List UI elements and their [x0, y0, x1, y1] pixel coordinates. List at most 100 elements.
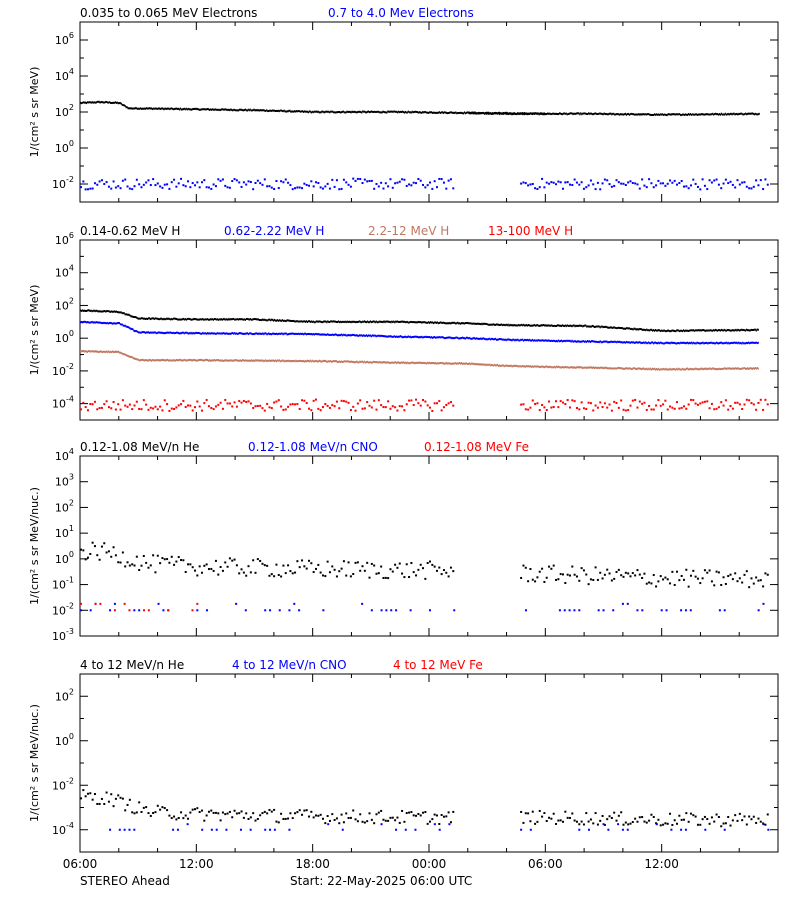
data-point	[589, 818, 592, 821]
data-point	[582, 569, 585, 572]
data-point	[176, 828, 179, 831]
data-point	[689, 812, 692, 815]
data-point	[114, 797, 117, 800]
data-point	[145, 181, 148, 184]
data-point	[156, 107, 158, 110]
data-point	[600, 112, 602, 115]
data-point	[466, 336, 469, 339]
data-point	[459, 337, 461, 340]
data-point	[351, 333, 353, 336]
data-point	[409, 335, 411, 338]
data-point	[557, 819, 560, 822]
data-point	[625, 367, 627, 370]
data-point	[316, 360, 318, 363]
data-point	[426, 404, 429, 407]
data-point	[416, 335, 418, 338]
data-point	[227, 359, 229, 362]
data-point	[525, 364, 528, 367]
data-point	[671, 823, 674, 826]
data-point	[360, 321, 362, 324]
data-point	[227, 108, 229, 111]
data-point	[249, 318, 251, 321]
data-point	[626, 341, 628, 344]
data-point	[582, 407, 585, 410]
data-point	[161, 557, 164, 560]
data-point	[682, 185, 685, 188]
data-point	[80, 350, 83, 353]
data-point	[309, 320, 311, 323]
data-point	[525, 112, 528, 115]
data-point	[276, 319, 278, 322]
data-point	[598, 112, 600, 115]
x-tick-label: 06:00	[63, 857, 98, 871]
data-point	[762, 188, 765, 191]
data-point	[291, 332, 293, 335]
data-point	[506, 364, 508, 367]
data-point	[473, 336, 475, 339]
data-point	[709, 342, 711, 345]
data-point	[191, 318, 193, 321]
data-point	[447, 179, 450, 182]
data-point	[700, 367, 702, 370]
data-point	[733, 112, 735, 115]
data-point	[263, 109, 265, 112]
data-point	[206, 318, 209, 321]
data-point	[410, 811, 413, 814]
data-point	[217, 403, 220, 406]
data-point	[252, 559, 255, 562]
data-point	[110, 555, 113, 558]
data-point	[259, 359, 261, 362]
data-point	[713, 584, 716, 587]
data-point	[640, 112, 642, 115]
data-point	[475, 112, 477, 115]
data-point	[726, 342, 728, 345]
data-point	[150, 331, 152, 334]
data-point	[86, 556, 89, 559]
data-point	[452, 321, 454, 324]
data-point	[410, 361, 412, 364]
data-point	[555, 112, 558, 115]
data-point	[221, 359, 223, 362]
data-point	[209, 359, 212, 362]
data-point	[710, 341, 712, 344]
data-point	[321, 574, 324, 577]
data-point	[308, 184, 311, 187]
data-point	[270, 810, 273, 813]
data-point	[555, 340, 557, 343]
data-point	[411, 321, 413, 324]
data-point	[538, 809, 541, 812]
data-point	[748, 586, 751, 589]
data-point	[512, 365, 514, 368]
data-point	[673, 341, 675, 344]
data-point	[685, 329, 688, 332]
data-point	[288, 109, 290, 112]
data-point	[318, 359, 320, 362]
data-point	[381, 361, 383, 364]
data-point	[352, 320, 354, 323]
data-point	[269, 828, 272, 831]
data-point	[334, 360, 337, 363]
data-point	[698, 342, 700, 345]
data-point	[107, 185, 110, 188]
data-point	[756, 113, 758, 116]
data-point	[129, 327, 131, 330]
data-point	[216, 108, 218, 111]
data-point	[529, 568, 532, 571]
data-point	[576, 340, 578, 343]
data-point	[98, 100, 100, 103]
data-point	[603, 325, 605, 328]
data-point	[574, 112, 576, 115]
data-point	[422, 110, 424, 113]
data-point	[287, 110, 289, 113]
data-point	[564, 365, 566, 368]
data-point	[650, 342, 652, 345]
data-point	[299, 333, 301, 336]
data-point	[419, 335, 421, 338]
data-point	[368, 361, 371, 364]
data-point	[261, 183, 264, 186]
data-point	[762, 602, 765, 605]
data-point	[601, 112, 603, 115]
data-point	[457, 321, 459, 324]
data-point	[422, 336, 424, 339]
data-point	[649, 113, 651, 116]
